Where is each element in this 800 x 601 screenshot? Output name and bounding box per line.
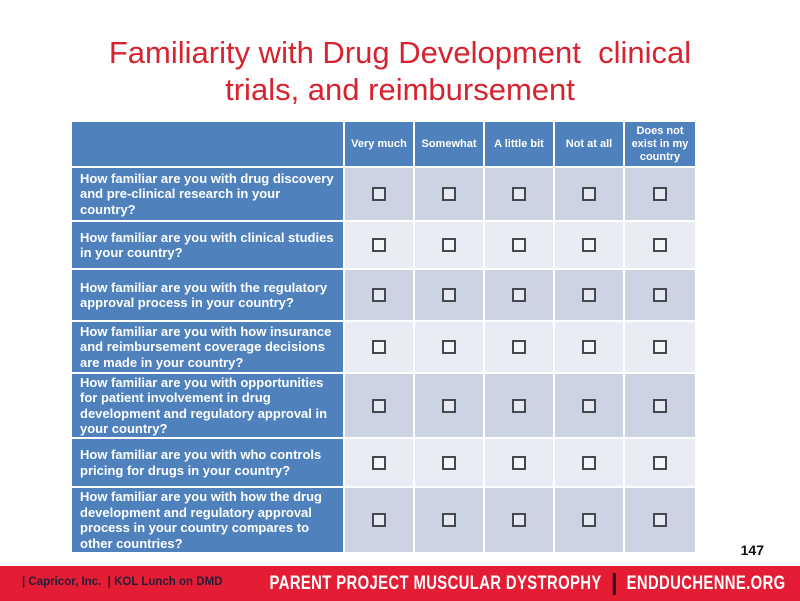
checkbox-icon [512,513,526,527]
survey-table: Very much Somewhat A little bit Not at a… [72,122,695,552]
checkbox-cell[interactable] [555,439,623,486]
checkbox-cell[interactable] [485,168,553,220]
footer-branding: PARENT PROJECT MUSCULAR DYSTROPHY ENDDUC… [270,573,786,595]
checkbox-cell[interactable] [415,222,483,268]
slide-title-line-1: Familiarity with Drug Development clinic… [108,35,692,70]
checkbox-cell[interactable] [625,270,695,320]
question-cell: How familiar are you with who controls p… [72,439,343,486]
checkbox-icon [512,455,526,470]
checkbox-cell[interactable] [415,168,483,220]
slide-title-line-2: trials, and reimbursement [225,72,575,107]
checkbox-icon [653,288,667,302]
checkbox-cell[interactable] [625,168,695,220]
checkbox-icon [653,455,667,470]
checkbox-cell[interactable] [555,322,623,372]
checkbox-icon [653,187,667,201]
checkbox-icon [653,513,667,527]
checkbox-cell[interactable] [345,322,413,372]
checkbox-cell[interactable] [415,488,483,552]
checkbox-cell[interactable] [485,222,553,268]
checkbox-icon [582,398,596,413]
checkbox-cell[interactable] [625,374,695,437]
checkbox-icon [442,187,456,201]
question-cell: How familiar are you with how the drug d… [72,488,343,552]
checkbox-cell[interactable] [625,439,695,486]
checkbox-cell[interactable] [415,374,483,437]
footer-brand-name: PARENT PROJECT MUSCULAR DYSTROPHY [269,573,603,594]
question-cell: How familiar are you with how insurance … [72,322,343,372]
checkbox-cell[interactable] [415,439,483,486]
checkbox-icon [442,398,456,413]
checkbox-icon [372,238,386,252]
checkbox-icon [582,513,596,527]
table-corner-cell [72,122,343,166]
checkbox-icon [653,238,667,252]
checkbox-cell[interactable] [485,270,553,320]
checkbox-icon [372,513,386,527]
checkbox-icon [512,340,526,354]
checkbox-cell[interactable] [625,222,695,268]
checkbox-cell[interactable] [485,322,553,372]
checkbox-icon [372,340,386,354]
footer-website: ENDDUCHENNE.ORG [626,573,786,594]
checkbox-cell[interactable] [485,439,553,486]
checkbox-cell[interactable] [345,222,413,268]
checkbox-icon [372,398,386,413]
question-cell: How familiar are you with clinical studi… [72,222,343,268]
checkbox-icon [372,187,386,201]
footer-bar: | Capricor, Inc. | KOL Lunch on DMD PARE… [0,566,800,601]
checkbox-icon [512,398,526,413]
checkbox-icon [582,340,596,354]
column-header-not-at-all: Not at all [555,122,623,166]
checkbox-icon [442,513,456,527]
checkbox-cell[interactable] [555,222,623,268]
column-header-a-little-bit: A little bit [485,122,553,166]
checkbox-cell[interactable] [555,270,623,320]
checkbox-cell[interactable] [625,488,695,552]
checkbox-icon [512,187,526,201]
column-header-does-not-exist: Does not exist in my country [625,122,695,166]
question-cell: How familiar are you with the regulatory… [72,270,343,320]
checkbox-cell[interactable] [555,488,623,552]
checkbox-icon [653,340,667,354]
checkbox-cell[interactable] [345,270,413,320]
checkbox-icon [442,238,456,252]
checkbox-icon [442,340,456,354]
checkbox-icon [372,288,386,302]
checkbox-cell[interactable] [555,168,623,220]
checkbox-cell[interactable] [345,439,413,486]
slide-title: Familiarity with Drug Development clinic… [0,34,800,108]
checkbox-cell[interactable] [415,270,483,320]
checkbox-icon [582,187,596,201]
footer-credits: | Capricor, Inc. | KOL Lunch on DMD [22,576,223,588]
checkbox-cell[interactable] [345,168,413,220]
checkbox-icon [512,288,526,302]
checkbox-cell[interactable] [485,374,553,437]
checkbox-icon [653,398,667,413]
checkbox-cell[interactable] [625,322,695,372]
checkbox-icon [442,288,456,302]
checkbox-icon [582,238,596,252]
checkbox-cell[interactable] [415,322,483,372]
checkbox-icon [372,455,386,470]
checkbox-icon [512,238,526,252]
page-number: 147 [740,542,764,558]
checkbox-icon [442,455,456,470]
checkbox-icon [582,455,596,470]
question-cell: How familiar are you with opportunities … [72,374,343,437]
checkbox-icon [582,288,596,302]
column-header-somewhat: Somewhat [415,122,483,166]
checkbox-cell[interactable] [345,488,413,552]
question-cell: How familiar are you with drug discovery… [72,168,343,220]
checkbox-cell[interactable] [485,488,553,552]
checkbox-cell[interactable] [555,374,623,437]
footer-separator-bar [612,573,617,595]
column-header-very-much: Very much [345,122,413,166]
checkbox-cell[interactable] [345,374,413,437]
